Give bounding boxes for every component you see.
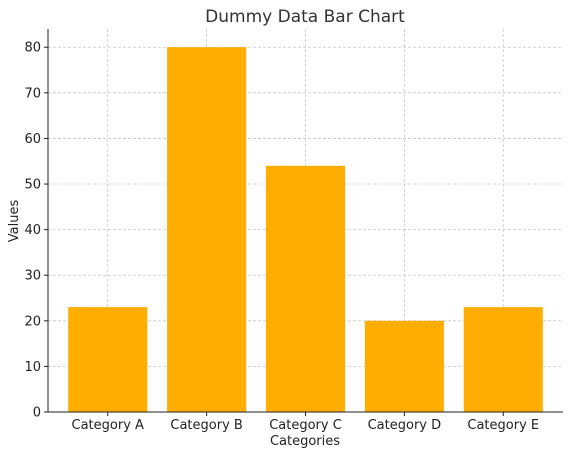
bar-category-a	[68, 307, 147, 412]
y-tick-label: 60	[24, 132, 41, 147]
x-tick-label: Category C	[269, 418, 342, 433]
y-tick-label: 50	[24, 178, 41, 193]
bar-category-c	[266, 166, 345, 412]
y-axis-ticks: 0 10 20 30 40 50 60 70 80	[24, 41, 48, 421]
bar-category-b	[167, 47, 246, 412]
x-tick-label: Category B	[170, 418, 242, 433]
x-axis-ticks: Category A Category B Category C Category D…	[72, 412, 540, 433]
y-tick-label: 70	[24, 86, 41, 101]
y-tick-label: 40	[24, 223, 41, 238]
chart-title: Dummy Data Bar Chart	[205, 7, 405, 27]
x-tick-label: Category A	[72, 418, 145, 433]
y-tick-label: 10	[24, 360, 41, 375]
x-axis-label: Categories	[270, 434, 340, 449]
y-axis-label: Values	[7, 200, 22, 243]
x-tick-label: Category D	[368, 418, 442, 433]
y-tick-label: 20	[24, 314, 41, 329]
y-tick-label: 0	[33, 406, 41, 421]
bar-category-e	[464, 307, 543, 412]
y-tick-label: 30	[24, 269, 41, 284]
bar-category-d	[365, 321, 444, 412]
y-tick-label: 80	[24, 41, 41, 56]
x-tick-label: Category E	[467, 418, 539, 433]
